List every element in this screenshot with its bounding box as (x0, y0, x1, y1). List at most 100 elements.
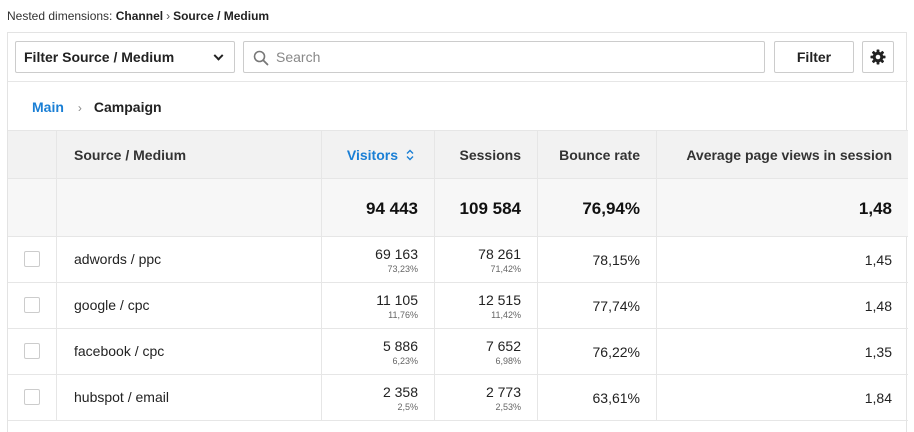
bounce-rate-value: 63,61% (592, 390, 640, 406)
source-cell: hubspot / email (57, 375, 322, 420)
avg-page-views-value: 1,84 (864, 390, 892, 406)
visitors-cell: 5 886 6,23% (322, 329, 435, 374)
bounce-cell: 77,74% (538, 283, 657, 328)
header-source-medium-label: Source / Medium (74, 147, 187, 163)
nested-dimension-separator: › (166, 9, 171, 23)
sessions-cell: 2 773 2,53% (435, 375, 538, 420)
row-checkbox[interactable] (24, 389, 40, 405)
bounce-cell: 78,15% (538, 237, 657, 282)
breadcrumb-current: Campaign (93, 99, 162, 115)
visitors-value: 11 105 (376, 292, 418, 308)
totals-bounce-cell: 76,94% (538, 179, 657, 236)
gear-icon (870, 49, 886, 65)
row-select-cell (8, 375, 57, 420)
sessions-value: 78 261 (478, 246, 521, 262)
source-medium-link[interactable]: adwords / ppc (74, 251, 162, 267)
nested-dimension-source-medium: Source / Medium (173, 9, 270, 23)
totals-select-cell (8, 179, 57, 236)
visitors-cell: 11 105 11,76% (322, 283, 435, 328)
header-sessions[interactable]: Sessions (435, 131, 538, 178)
filter-button[interactable]: Filter (774, 41, 854, 73)
row-checkbox[interactable] (24, 251, 40, 267)
sessions-value: 12 515 (478, 292, 521, 308)
bounce-cell: 76,22% (538, 329, 657, 374)
source-medium-link[interactable]: google / cpc (74, 297, 150, 313)
breadcrumb: Main › Campaign (32, 99, 162, 115)
breadcrumb-main-link[interactable]: Main (32, 99, 64, 115)
row-checkbox[interactable] (24, 343, 40, 359)
bounce-rate-value: 77,74% (592, 298, 640, 314)
visitors-value: 2 358 (382, 384, 418, 400)
header-bounce-rate[interactable]: Bounce rate (538, 131, 657, 178)
header-sessions-label[interactable]: Sessions (459, 147, 521, 163)
visitors-percent: 2,5% (397, 402, 418, 412)
avg-page-views-value: 1,48 (864, 298, 892, 314)
visitors-value: 69 163 (375, 246, 418, 262)
sessions-percent: 11,42% (491, 310, 521, 320)
header-bounce-rate-label[interactable]: Bounce rate (559, 147, 640, 163)
avg-page-views-value: 1,45 (864, 252, 892, 268)
visitors-percent: 6,23% (392, 356, 418, 366)
visitors-percent: 11,76% (388, 310, 418, 320)
source-medium-link[interactable]: hubspot / email (74, 389, 169, 405)
pageviews-cell: 1,48 (657, 283, 908, 328)
pageviews-cell: 1,35 (657, 329, 908, 374)
filter-dimension-select-label: Filter Source / Medium (24, 49, 175, 65)
nested-dimensions: Nested dimensions: Channel › Source / Medi… (7, 9, 269, 23)
settings-button[interactable] (862, 41, 894, 73)
header-visitors[interactable]: Visitors (322, 131, 435, 178)
header-avg-page-views-label[interactable]: Average page views in session (686, 147, 892, 163)
row-checkbox[interactable] (24, 297, 40, 313)
table-header: Source / Medium Visitors Sessions Bounce… (8, 130, 908, 179)
totals-label-cell (57, 179, 322, 236)
table-row: google / cpc 11 105 11,76% 12 515 11,42% 7… (8, 283, 908, 329)
table-row: facebook / cpc 5 886 6,23% 7 652 6,98% 76,… (8, 329, 908, 375)
nested-dimension-channel: Channel (115, 9, 164, 23)
sessions-value: 7 652 (485, 338, 521, 354)
totals-avg-page-views: 1,48 (858, 199, 892, 218)
report-panel: Filter Source / Medium Filter (7, 32, 908, 432)
source-cell: google / cpc (57, 283, 322, 328)
source-medium-link[interactable]: facebook / cpc (74, 343, 165, 359)
sessions-value: 2 773 (485, 384, 521, 400)
sessions-cell: 78 261 71,42% (435, 237, 538, 282)
sessions-percent: 2,53% (495, 402, 521, 412)
search-icon (253, 50, 269, 66)
chevron-down-icon (213, 50, 224, 61)
search-input[interactable] (276, 46, 756, 68)
sort-icon[interactable] (406, 149, 414, 161)
totals-row: 94 443 109 584 76,94% 1,48 (8, 179, 908, 237)
avg-page-views-value: 1,35 (864, 344, 892, 360)
bounce-rate-value: 76,22% (592, 344, 640, 360)
nested-dimensions-prefix: Nested dimensions: (7, 9, 113, 23)
header-visitors-label[interactable]: Visitors (346, 147, 398, 163)
sessions-percent: 71,42% (490, 264, 521, 274)
search-box[interactable] (243, 41, 765, 73)
totals-visitors-cell: 94 443 (322, 179, 435, 236)
table-row: adwords / ppc 69 163 73,23% 78 261 71,42% … (8, 237, 908, 283)
header-select-cell (8, 131, 57, 178)
totals-sessions: 109 584 (459, 199, 521, 218)
toolbar: Filter Source / Medium Filter (8, 33, 908, 82)
source-cell: facebook / cpc (57, 329, 322, 374)
filter-dimension-select[interactable]: Filter Source / Medium (15, 41, 235, 73)
pageviews-cell: 1,45 (657, 237, 908, 282)
visitors-value: 5 886 (382, 338, 418, 354)
sessions-percent: 6,98% (495, 356, 521, 366)
sessions-cell: 7 652 6,98% (435, 329, 538, 374)
row-select-cell (8, 283, 57, 328)
header-avg-page-views[interactable]: Average page views in session (657, 131, 908, 178)
totals-sessions-cell: 109 584 (435, 179, 538, 236)
data-table: Source / Medium Visitors Sessions Bounce… (8, 130, 908, 421)
row-select-cell (8, 329, 57, 374)
visitors-cell: 2 358 2,5% (322, 375, 435, 420)
visitors-percent: 73,23% (387, 264, 418, 274)
bounce-rate-value: 78,15% (592, 252, 640, 268)
visitors-cell: 69 163 73,23% (322, 237, 435, 282)
totals-pageviews-cell: 1,48 (657, 179, 908, 236)
sessions-cell: 12 515 11,42% (435, 283, 538, 328)
row-select-cell (8, 237, 57, 282)
totals-visitors: 94 443 (366, 199, 418, 218)
pageviews-cell: 1,84 (657, 375, 908, 420)
source-cell: adwords / ppc (57, 237, 322, 282)
